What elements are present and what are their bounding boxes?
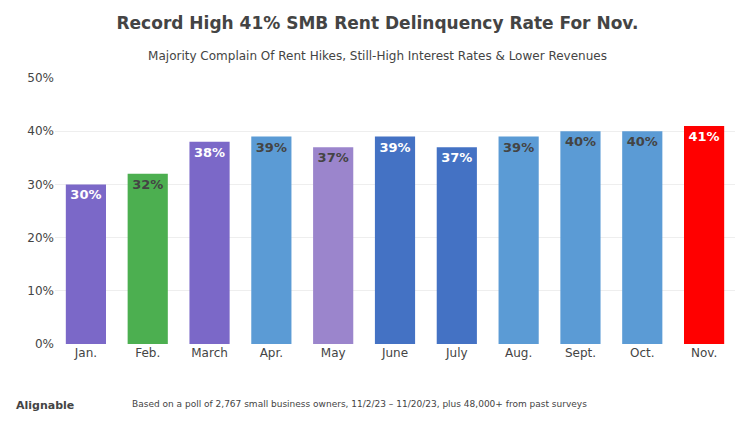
svg-text:38%: 38% xyxy=(194,145,225,160)
svg-text:Jan.: Jan. xyxy=(74,346,97,360)
svg-text:Oct.: Oct. xyxy=(630,346,655,360)
svg-text:10%: 10% xyxy=(27,284,54,298)
svg-text:Feb.: Feb. xyxy=(135,346,160,360)
svg-text:37%: 37% xyxy=(318,150,349,165)
svg-text:40%: 40% xyxy=(565,134,596,149)
svg-text:Aug.: Aug. xyxy=(505,346,532,360)
svg-text:50%: 50% xyxy=(27,71,54,85)
svg-text:June: June xyxy=(381,346,408,360)
svg-text:30%: 30% xyxy=(27,178,54,192)
svg-text:Apr.: Apr. xyxy=(260,346,283,360)
svg-text:40%: 40% xyxy=(627,134,658,149)
svg-text:30%: 30% xyxy=(70,187,101,202)
svg-text:39%: 39% xyxy=(379,140,410,155)
svg-text:41%: 41% xyxy=(689,129,720,144)
svg-text:May: May xyxy=(321,346,346,360)
svg-text:0%: 0% xyxy=(35,337,54,351)
svg-text:March: March xyxy=(191,346,228,360)
svg-text:Record High 41% SMB Rent Delin: Record High 41% SMB Rent Delinquency Rat… xyxy=(117,13,639,33)
svg-text:Based on a poll of 2,767 small: Based on a poll of 2,767 small business … xyxy=(132,399,587,409)
svg-text:32%: 32% xyxy=(132,177,163,192)
svg-text:Nov.: Nov. xyxy=(691,346,717,360)
svg-text:39%: 39% xyxy=(256,140,287,155)
svg-text:39%: 39% xyxy=(503,140,534,155)
svg-text:20%: 20% xyxy=(27,231,54,245)
svg-text:40%: 40% xyxy=(27,124,54,138)
svg-text:July: July xyxy=(445,346,468,360)
svg-text:37%: 37% xyxy=(441,150,472,165)
svg-text:Alignable: Alignable xyxy=(16,399,74,412)
svg-text:Majority Complain Of Rent Hike: Majority Complain Of Rent Hikes, Still-H… xyxy=(148,49,607,63)
svg-text:Sept.: Sept. xyxy=(565,346,596,360)
